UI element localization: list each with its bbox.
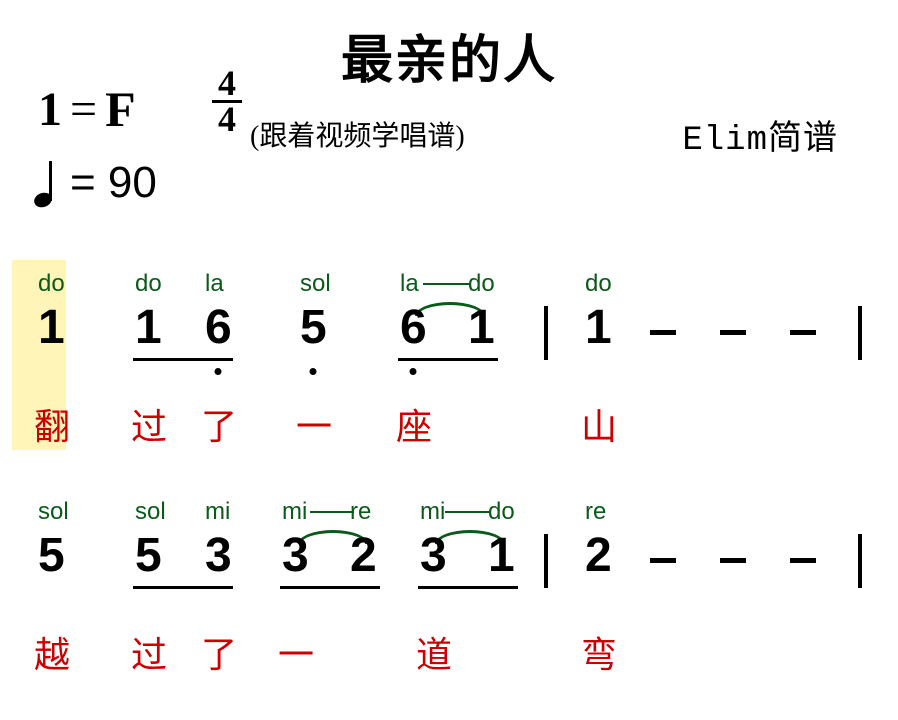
note: 6	[400, 300, 427, 355]
octave-dot	[310, 368, 317, 375]
note: 5	[300, 300, 327, 355]
solfege-label: sol	[300, 270, 331, 298]
lyric: 过	[131, 626, 167, 678]
beam-underline	[418, 586, 518, 589]
time-top: 4	[218, 68, 236, 99]
note: 3	[282, 528, 309, 583]
key-eq: =	[70, 82, 97, 137]
barline	[858, 306, 862, 360]
music-line-1: dodolasolladodo1165611翻过了一座山	[20, 270, 880, 470]
solfege-label: do	[135, 270, 162, 298]
lyric: 一	[296, 398, 332, 450]
solfege-label: do	[468, 270, 495, 298]
note: 1	[135, 300, 162, 355]
hold-dash	[720, 330, 746, 335]
quarter-note-icon	[34, 159, 60, 207]
music-line-2: solsolmimiremidore55332312越过了一道弯	[20, 498, 880, 698]
song-title: 最亲的人	[341, 18, 557, 93]
barline	[544, 306, 548, 360]
octave-dot	[410, 368, 417, 375]
lyric: 了	[201, 626, 237, 678]
hold-dash	[650, 330, 676, 335]
solfege-tie	[310, 511, 354, 513]
lyric: 道	[416, 626, 452, 678]
hold-dash	[720, 558, 746, 563]
solfege-label: la	[400, 270, 419, 298]
note: 3	[420, 528, 447, 583]
lyric: 弯	[581, 626, 617, 678]
note: 1	[38, 300, 65, 355]
note: 6	[205, 300, 232, 355]
octave-dot	[215, 368, 222, 375]
lyric: 了	[201, 398, 237, 450]
beam-underline	[398, 358, 498, 361]
lyric: 翻	[34, 398, 70, 450]
solfege-label: sol	[38, 498, 69, 526]
barline	[544, 534, 548, 588]
credit: Elim简谱	[682, 110, 838, 160]
solfege-label: sol	[135, 498, 166, 526]
solfege-label: re	[585, 498, 606, 526]
beam-underline	[280, 586, 380, 589]
beam-underline	[133, 358, 233, 361]
hold-dash	[650, 558, 676, 563]
solfege-label: mi	[282, 498, 307, 526]
solfege-label: do	[585, 270, 612, 298]
key-signature: 1 = F	[38, 80, 136, 138]
solfege-label: do	[488, 498, 515, 526]
lyric: 过	[131, 398, 167, 450]
note: 1	[488, 528, 515, 583]
note: 5	[135, 528, 162, 583]
solfege-label: do	[38, 270, 65, 298]
lyric: 山	[581, 398, 617, 450]
lyric: 越	[34, 626, 70, 678]
hold-dash	[790, 558, 816, 563]
barline	[858, 534, 862, 588]
key-f: F	[105, 80, 136, 138]
note: 1	[468, 300, 495, 355]
note: 2	[585, 528, 612, 583]
note: 2	[350, 528, 377, 583]
time-bot: 4	[218, 104, 236, 135]
lyric: 一	[278, 626, 314, 678]
time-signature: 4 4	[212, 68, 242, 134]
lyric: 座	[396, 398, 432, 450]
note: 3	[205, 528, 232, 583]
subtitle: (跟着视频学唱谱)	[250, 114, 465, 154]
note: 5	[38, 528, 65, 583]
solfege-label: mi	[205, 498, 230, 526]
note: 1	[585, 300, 612, 355]
solfege-tie	[423, 283, 471, 285]
beam-underline	[133, 586, 233, 589]
key-one: 1	[38, 82, 62, 137]
solfege-tie	[445, 511, 491, 513]
solfege-label: mi	[420, 498, 445, 526]
tempo: = 90	[34, 158, 157, 208]
solfege-label: la	[205, 270, 224, 298]
hold-dash	[790, 330, 816, 335]
tempo-value: = 90	[70, 158, 157, 208]
